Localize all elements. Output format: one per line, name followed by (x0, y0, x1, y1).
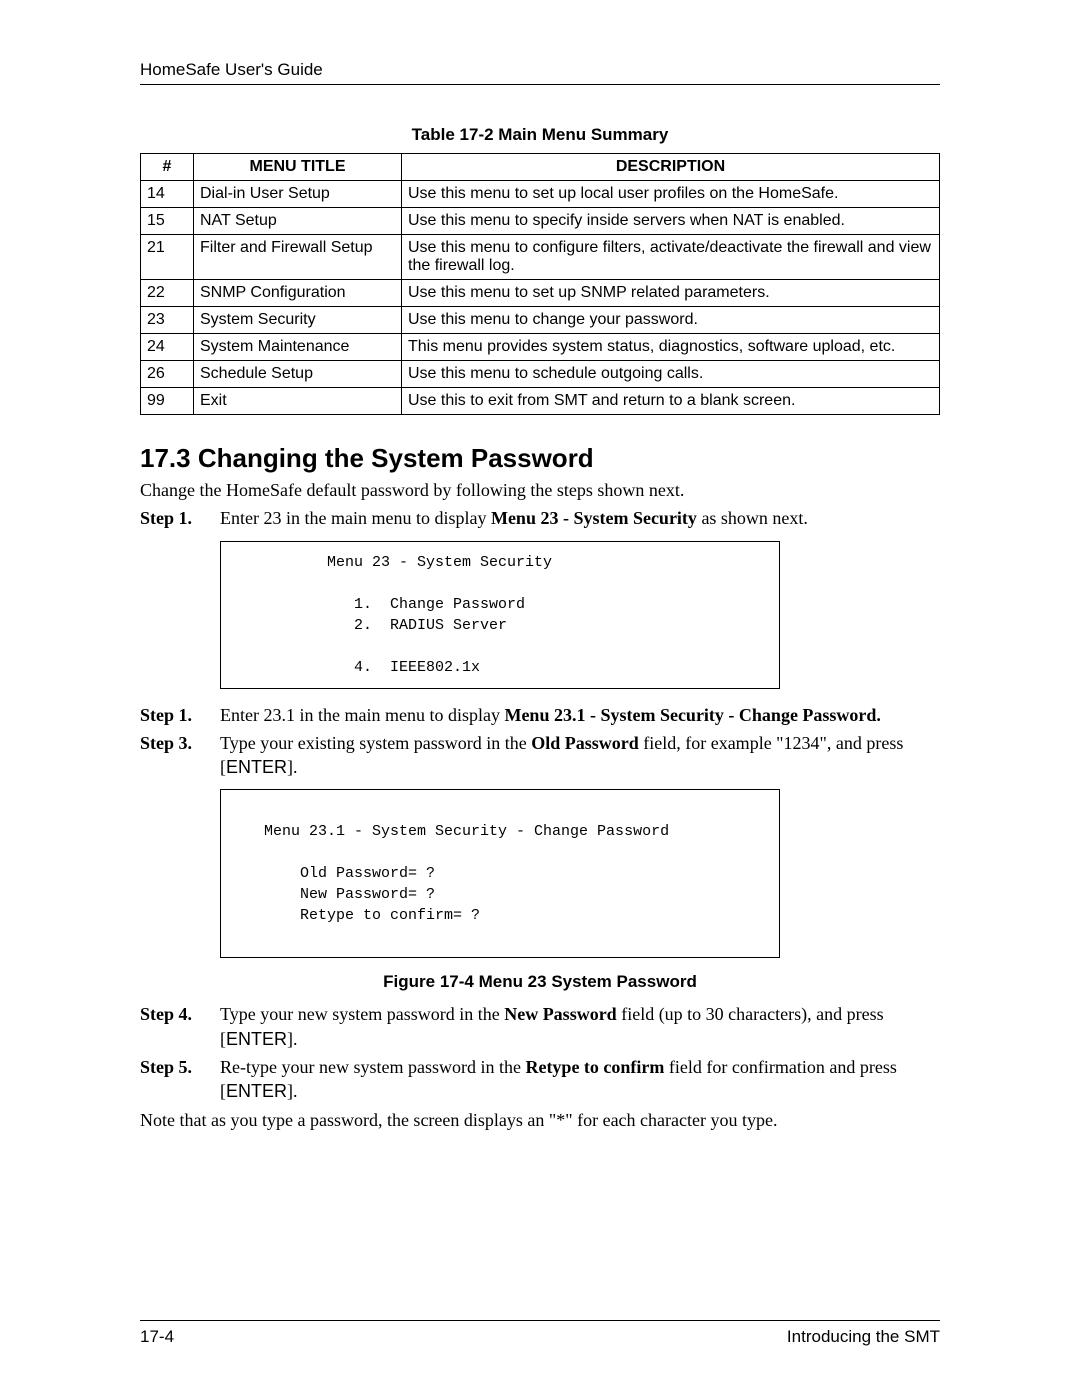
table-cell: System Maintenance (194, 334, 402, 361)
table-cell: 23 (141, 307, 194, 334)
table-cell: 21 (141, 235, 194, 280)
text: Enter 23.1 in the main menu to display (220, 705, 504, 725)
table-cell: 99 (141, 388, 194, 415)
page-footer: 17-4 Introducing the SMT (140, 1320, 940, 1347)
table-cell: Use this menu to schedule outgoing calls… (402, 361, 940, 388)
table-cell: System Security (194, 307, 402, 334)
step-1: Step 1. Enter 23 in the main menu to dis… (140, 506, 940, 530)
text: as shown next. (697, 508, 808, 528)
note-text: Note that as you type a password, the sc… (140, 1108, 940, 1132)
footer-section-title: Introducing the SMT (787, 1327, 940, 1347)
key-enter: ENTER (226, 757, 287, 777)
step-4: Step 4. Type your new system password in… (140, 1002, 940, 1051)
table-cell: Use this to exit from SMT and return to … (402, 388, 940, 415)
bold: Old Password (531, 733, 639, 753)
table-row: 26Schedule SetupUse this menu to schedul… (141, 361, 940, 388)
table-row: 99ExitUse this to exit from SMT and retu… (141, 388, 940, 415)
code-block-menu23: Menu 23 - System Security 1. Change Pass… (220, 541, 780, 689)
bold: New Password (504, 1004, 617, 1024)
table-cell: Use this menu to change your password. (402, 307, 940, 334)
col-header-num: # (141, 154, 194, 181)
step-content: Enter 23.1 in the main menu to display M… (220, 703, 940, 727)
bold: Menu 23 - System Security (491, 508, 697, 528)
table-cell: Schedule Setup (194, 361, 402, 388)
table-cell: 14 (141, 181, 194, 208)
text: ]. (287, 757, 298, 777)
col-header-title: MENU TITLE (194, 154, 402, 181)
table-cell: 24 (141, 334, 194, 361)
page: HomeSafe User's Guide Table 17-2 Main Me… (0, 0, 1080, 1397)
table-cell: Exit (194, 388, 402, 415)
step-label: Step 1. (140, 703, 220, 727)
table-row: 14Dial-in User SetupUse this menu to set… (141, 181, 940, 208)
text: Re-type your new system password in the (220, 1057, 525, 1077)
step-content: Re-type your new system password in the … (220, 1055, 940, 1104)
step-5: Step 5. Re-type your new system password… (140, 1055, 940, 1104)
text: Enter 23 in the main menu to display (220, 508, 491, 528)
table-cell: This menu provides system status, diagno… (402, 334, 940, 361)
table-row: 21Filter and Firewall SetupUse this menu… (141, 235, 940, 280)
intro-text: Change the HomeSafe default password by … (140, 478, 940, 502)
text: Type your existing system password in th… (220, 733, 531, 753)
step-label: Step 5. (140, 1055, 220, 1104)
col-header-desc: DESCRIPTION (402, 154, 940, 181)
step-label: Step 4. (140, 1002, 220, 1051)
table-cell: 22 (141, 280, 194, 307)
step-label: Step 1. (140, 506, 220, 530)
table-cell: 26 (141, 361, 194, 388)
table-cell: Use this menu to specify inside servers … (402, 208, 940, 235)
footer-page-number: 17-4 (140, 1327, 174, 1347)
text: Type your new system password in the (220, 1004, 504, 1024)
step-3: Step 3. Type your existing system passwo… (140, 731, 940, 780)
table-cell: SNMP Configuration (194, 280, 402, 307)
table-cell: Dial-in User Setup (194, 181, 402, 208)
bold: Retype to confirm (525, 1057, 664, 1077)
table-cell: NAT Setup (194, 208, 402, 235)
table-row: 22SNMP ConfigurationUse this menu to set… (141, 280, 940, 307)
step-content: Type your new system password in the New… (220, 1002, 940, 1051)
figure-caption: Figure 17-4 Menu 23 System Password (140, 972, 940, 992)
table-cell: Use this menu to set up local user profi… (402, 181, 940, 208)
bold: Menu 23.1 - System Security - Change Pas… (504, 705, 880, 725)
table-cell: 15 (141, 208, 194, 235)
text: ]. (287, 1081, 298, 1101)
key-enter: ENTER (226, 1081, 287, 1101)
table-row: 24System MaintenanceThis menu provides s… (141, 334, 940, 361)
step-content: Type your existing system password in th… (220, 731, 940, 780)
table-cell: Use this menu to set up SNMP related par… (402, 280, 940, 307)
code-block-menu231: Menu 23.1 - System Security - Change Pas… (220, 789, 780, 958)
table-row: 15NAT SetupUse this menu to specify insi… (141, 208, 940, 235)
page-header: HomeSafe User's Guide (140, 60, 940, 85)
section-heading: 17.3 Changing the System Password (140, 443, 940, 474)
table-header-row: # MENU TITLE DESCRIPTION (141, 154, 940, 181)
table-row: 23System SecurityUse this menu to change… (141, 307, 940, 334)
text: ]. (287, 1029, 298, 1049)
table-caption: Table 17-2 Main Menu Summary (140, 125, 940, 145)
step-1b: Step 1. Enter 23.1 in the main menu to d… (140, 703, 940, 727)
step-label: Step 3. (140, 731, 220, 780)
table-cell: Use this menu to configure filters, acti… (402, 235, 940, 280)
main-menu-table: # MENU TITLE DESCRIPTION 14Dial-in User … (140, 153, 940, 415)
key-enter: ENTER (226, 1029, 287, 1049)
step-content: Enter 23 in the main menu to display Men… (220, 506, 940, 530)
table-cell: Filter and Firewall Setup (194, 235, 402, 280)
